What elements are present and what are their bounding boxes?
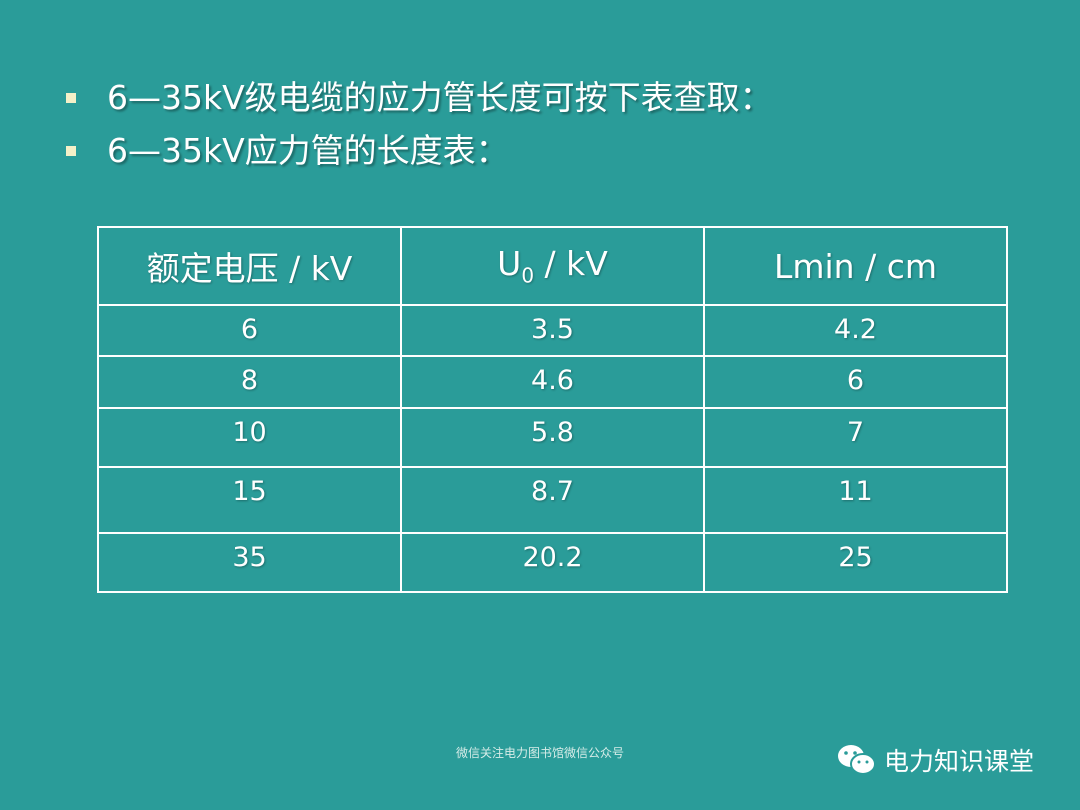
table-cell: 35	[97, 532, 402, 593]
wechat-icon	[838, 745, 876, 775]
table-cell: 11	[703, 466, 1008, 534]
table-row: 8 4.6 6	[97, 355, 1008, 409]
table-cell: 15	[97, 466, 402, 534]
header-text: / kV	[534, 244, 608, 284]
table-cell: 10	[97, 407, 402, 468]
header-cell: Lmin / cm	[703, 226, 1008, 306]
table-cell: 8	[97, 355, 402, 409]
watermark: 电力知识课堂	[884, 747, 1035, 776]
table-row: 6 3.5 4.2	[97, 304, 1008, 357]
length-table: 额定电压 / kV U0 / kV Lmin / cm 6 3.5 4.2 8 4.6 6…	[97, 226, 1008, 593]
table-cell: 6	[97, 304, 402, 357]
header-row: 额定电压 / kV U0 / kV Lmin / cm	[97, 226, 1008, 306]
subscript: 0	[521, 263, 535, 288]
table-cell: 4.6	[400, 355, 705, 409]
table-cell: 7	[703, 407, 1008, 468]
table-cell: 25	[703, 532, 1008, 593]
table-cell: 8.7	[400, 466, 705, 534]
table-cell: 5.8	[400, 407, 705, 468]
table-cell: 20.2	[400, 532, 705, 593]
header-cell: 额定电压 / kV	[97, 226, 402, 306]
footer-note: 微信关注电力图书馆微信公众号	[455, 746, 624, 760]
bullet-text: 6—35kV应力管的长度表：	[107, 131, 509, 170]
table-cell: 6	[703, 355, 1008, 409]
header-text: U	[497, 244, 522, 284]
header-cell: U0 / kV	[400, 226, 705, 306]
table-cell: 4.2	[703, 304, 1008, 357]
table-row: 15 8.7 11	[97, 466, 1008, 534]
table-row: 35 20.2 25	[97, 532, 1008, 593]
table-row: 10 5.8 7	[97, 407, 1008, 468]
table-cell: 3.5	[400, 304, 705, 357]
bullet-text: 6—35kV级电缆的应力管长度可按下表查取：	[107, 78, 773, 117]
